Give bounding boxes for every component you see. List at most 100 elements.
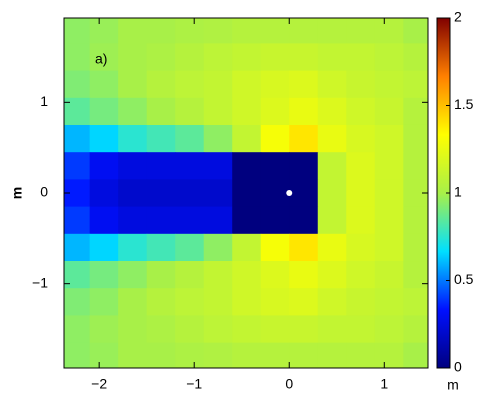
heatmap-cell (317, 315, 347, 344)
heatmap-cell (232, 179, 262, 208)
heatmap-cell (146, 179, 176, 208)
heatmap-cell (260, 179, 290, 208)
heatmap-cell (289, 206, 319, 235)
heatmap-cell (64, 206, 91, 235)
heatmap-cell (317, 43, 347, 72)
heatmap-cell (146, 124, 176, 153)
heatmap-cell (374, 206, 404, 235)
heatmap-cell (232, 342, 262, 368)
heatmap-cell (175, 97, 205, 126)
heatmap-cell (289, 179, 319, 208)
heatmap-cell (118, 288, 148, 316)
heatmap-cell (203, 288, 233, 316)
heatmap-cell (232, 261, 262, 289)
colorbar-tick-label: 0 (454, 359, 462, 375)
heatmap-cell (289, 342, 319, 368)
heatmap-cell (232, 233, 262, 262)
heatmap-cell (317, 124, 347, 153)
heatmap-cell (232, 315, 262, 344)
heatmap-cell (374, 70, 404, 99)
heatmap-cell (232, 206, 262, 235)
heatmap-cell (146, 315, 176, 344)
heatmap-cell (175, 70, 205, 99)
heatmap (64, 18, 428, 368)
heatmap-cell (89, 288, 119, 316)
heatmap-cell (289, 315, 319, 344)
heatmap-cell (232, 288, 262, 316)
heatmap-cell (374, 233, 404, 262)
heatmap-cell (346, 233, 376, 262)
heatmap-cell (146, 233, 176, 262)
x-tick-label: −2 (91, 376, 107, 392)
heatmap-cell (346, 70, 376, 99)
heatmap-cell (175, 288, 205, 316)
x-tick-label: −1 (186, 376, 202, 392)
x-tick-label: 0 (285, 376, 293, 392)
annotation: a) (95, 51, 107, 67)
heatmap-cell (260, 97, 290, 126)
heatmap-cell (89, 233, 119, 262)
heatmap-cell (203, 152, 233, 180)
heatmap-cell (317, 206, 347, 235)
heatmap-cell (346, 43, 376, 72)
heatmap-cell (175, 43, 205, 72)
heatmap-cell (175, 206, 205, 235)
heatmap-cell (346, 179, 376, 208)
heatmap-cell (317, 261, 347, 289)
heatmap-cell (289, 70, 319, 99)
heatmap-cell (146, 288, 176, 316)
heatmap-cell (374, 261, 404, 289)
heatmap-cell (260, 43, 290, 72)
heatmap-cell (64, 43, 91, 72)
heatmap-cell (260, 233, 290, 262)
heatmap-cell (175, 342, 205, 368)
heatmap-cell (403, 43, 428, 72)
heatmap-cell (346, 152, 376, 180)
heatmap-cell (89, 206, 119, 235)
heatmap-cell (260, 315, 290, 344)
heatmap-cell (175, 179, 205, 208)
heatmap-cell (374, 97, 404, 126)
heatmap-cell (232, 152, 262, 180)
heatmap-cell (346, 315, 376, 344)
heatmap-cell (289, 261, 319, 289)
heatmap-cell (374, 152, 404, 180)
x-tick-label: 1 (380, 376, 388, 392)
heatmap-cell (203, 233, 233, 262)
heatmap-cell (374, 179, 404, 208)
heatmap-cell (403, 206, 428, 235)
heatmap-cell (89, 261, 119, 289)
heatmap-cell (118, 43, 148, 72)
y-axis-label: m (9, 187, 25, 199)
heatmap-cell (175, 233, 205, 262)
heatmap-cell (89, 124, 119, 153)
heatmap-cell (232, 43, 262, 72)
heatmap-cell (118, 179, 148, 208)
heatmap-cell (64, 288, 91, 316)
heatmap-cell (203, 70, 233, 99)
heatmap-cell (403, 315, 428, 344)
heatmap-cell (89, 342, 119, 368)
heatmap-cell (146, 18, 176, 44)
heatmap-cell (260, 18, 290, 44)
heatmap-cell (374, 124, 404, 153)
heatmap-cell (89, 179, 119, 208)
heatmap-cell (289, 43, 319, 72)
y-tick-label: 1 (40, 93, 48, 109)
heatmap-cell (118, 233, 148, 262)
heatmap-cell (374, 342, 404, 368)
heatmap-cell (403, 18, 428, 44)
heatmap-cell (118, 342, 148, 368)
heatmap-cell (64, 124, 91, 153)
heatmap-cell (64, 342, 91, 368)
heatmap-cell (203, 43, 233, 72)
heatmap-cell (289, 152, 319, 180)
heatmap-cell (64, 233, 91, 262)
heatmap-cell (374, 43, 404, 72)
heatmap-cell (64, 152, 91, 180)
heatmap-cell (260, 124, 290, 153)
heatmap-cell (317, 233, 347, 262)
heatmap-cell (118, 18, 148, 44)
heatmap-cell (89, 43, 119, 72)
